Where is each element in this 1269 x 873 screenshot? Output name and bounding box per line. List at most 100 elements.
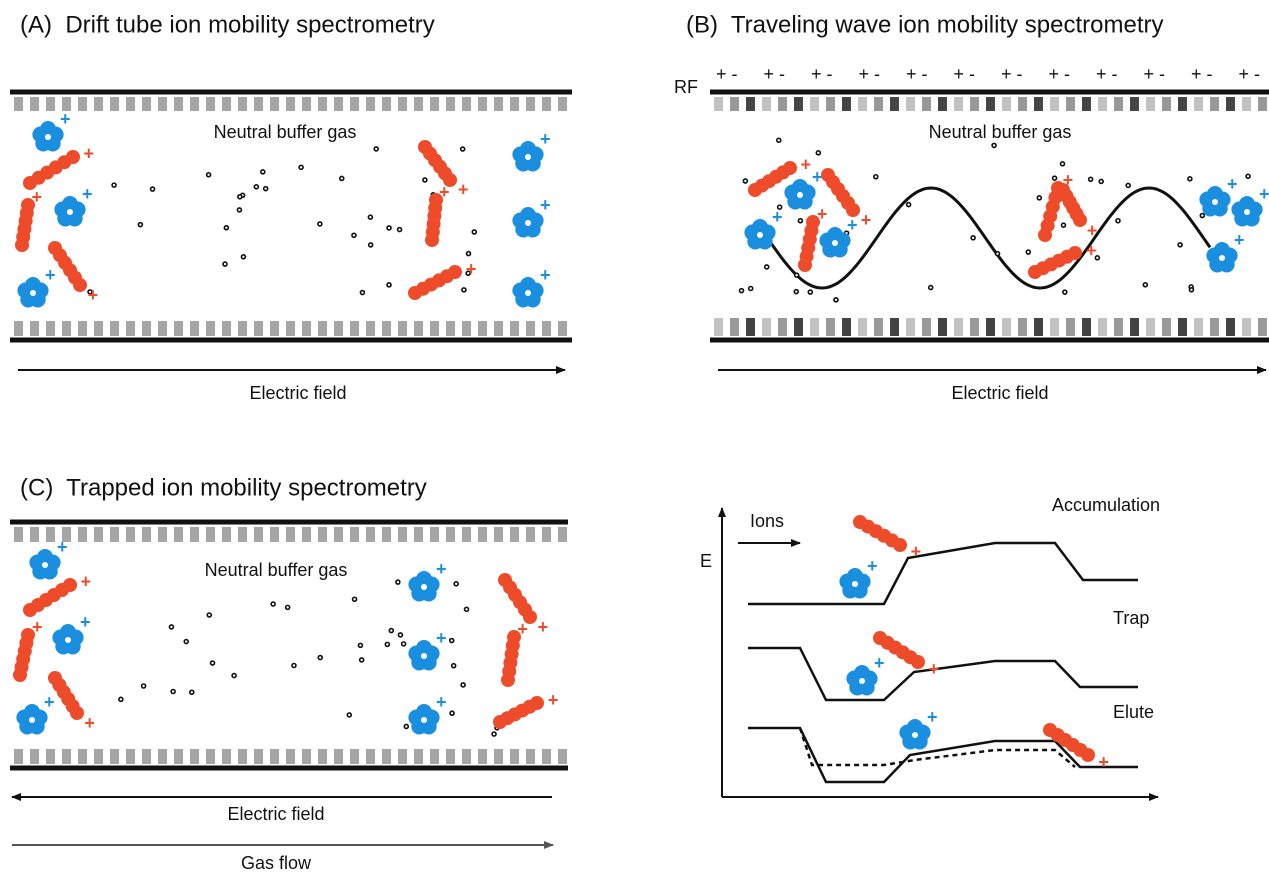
gas-molecule <box>353 597 357 601</box>
gas-molecule <box>292 664 296 668</box>
gas-molecule <box>743 179 747 183</box>
electrode <box>730 318 739 336</box>
electrode <box>334 527 343 542</box>
ion-elongated <box>23 578 77 617</box>
gas-molecule <box>138 223 142 227</box>
electrode <box>1146 318 1155 336</box>
electrode <box>1034 318 1043 336</box>
electrode <box>542 97 551 111</box>
gas-molecule <box>816 151 820 155</box>
gas-molecule <box>492 732 496 736</box>
gas-molecule <box>299 165 303 169</box>
electrode <box>206 749 215 764</box>
gas-molecule <box>1188 177 1192 181</box>
electrode <box>286 321 295 336</box>
gas-molecule <box>465 607 469 611</box>
ion-bead <box>846 203 860 217</box>
ion-compact <box>784 179 815 209</box>
rf-sign: + - <box>811 64 833 84</box>
electrode <box>906 97 915 111</box>
electrode <box>826 318 835 336</box>
electrode <box>1242 97 1251 111</box>
electrode <box>542 527 551 542</box>
gas-molecule <box>450 639 454 643</box>
ion-compact <box>408 571 439 601</box>
electrode <box>938 97 947 111</box>
ion-center <box>525 290 531 296</box>
gas-molecule <box>1099 179 1103 183</box>
gas-molecule <box>374 147 378 151</box>
ion-center <box>67 209 73 215</box>
gas-molecule <box>271 602 275 606</box>
electrode <box>1114 318 1123 336</box>
electrode <box>174 527 183 542</box>
electrode <box>206 321 215 336</box>
electrode <box>270 97 279 111</box>
gas-molecule <box>777 138 781 142</box>
gas-molecule <box>992 143 996 147</box>
electrode <box>954 97 963 111</box>
gas-molecule <box>368 215 372 219</box>
electrode <box>970 318 979 336</box>
ion-charge: + <box>80 612 91 632</box>
ion-compact <box>1231 196 1262 226</box>
electrode <box>222 527 231 542</box>
electrode <box>142 527 151 542</box>
electrode <box>1050 318 1059 336</box>
electrode <box>382 749 391 764</box>
electrode <box>430 749 439 764</box>
gas-molecule <box>207 613 211 617</box>
ion-elongated <box>1028 246 1082 279</box>
ion-center <box>525 154 531 160</box>
ion-charge: + <box>1086 240 1097 260</box>
electrode <box>126 97 135 111</box>
electrode <box>238 527 247 542</box>
electrode <box>778 97 787 111</box>
energy-profile <box>748 648 1138 700</box>
electrode <box>510 527 519 542</box>
ion-charge: + <box>1234 230 1245 250</box>
ion-charge: + <box>847 215 858 235</box>
electrode <box>970 97 979 111</box>
gas-molecule <box>184 640 188 644</box>
ion-charge: + <box>928 659 939 679</box>
ion-charge: + <box>911 542 922 562</box>
electrode <box>462 527 471 542</box>
electrode <box>398 527 407 542</box>
electrode <box>94 527 103 542</box>
gas-molecule <box>389 629 393 633</box>
electrode <box>366 321 375 336</box>
electrode <box>398 749 407 764</box>
electrode <box>158 97 167 111</box>
electrode <box>318 97 327 111</box>
gas-label: Neutral buffer gas <box>214 122 357 142</box>
electrode <box>286 749 295 764</box>
electrode <box>366 749 375 764</box>
ion-compact <box>839 568 870 598</box>
ion-charge: + <box>436 692 447 712</box>
electrode <box>906 318 915 336</box>
rf-sign: + - <box>954 64 976 84</box>
gas-molecule <box>404 724 408 728</box>
ion-bead <box>448 265 462 279</box>
drawing: + -+ -+ -+ -+ -+ -+ -+ -+ -+ -+ -+ -++++… <box>10 64 1269 845</box>
electrode <box>126 527 135 542</box>
ion-center <box>29 717 35 723</box>
gas-molecule <box>352 233 356 237</box>
ion-charge: + <box>812 167 823 187</box>
ion-center <box>30 290 36 296</box>
ion-center <box>42 562 48 568</box>
ion-center <box>45 134 51 140</box>
electrode <box>94 97 103 111</box>
electrode <box>1066 318 1075 336</box>
electrode <box>334 749 343 764</box>
electrode <box>494 749 503 764</box>
ion-charge: + <box>538 617 549 637</box>
electrode <box>1226 97 1235 111</box>
electrode <box>526 749 535 764</box>
ion-compact <box>16 704 47 734</box>
ion-center <box>797 192 803 198</box>
electrode <box>478 527 487 542</box>
gas-molecule <box>171 690 175 694</box>
electrode <box>922 97 931 111</box>
